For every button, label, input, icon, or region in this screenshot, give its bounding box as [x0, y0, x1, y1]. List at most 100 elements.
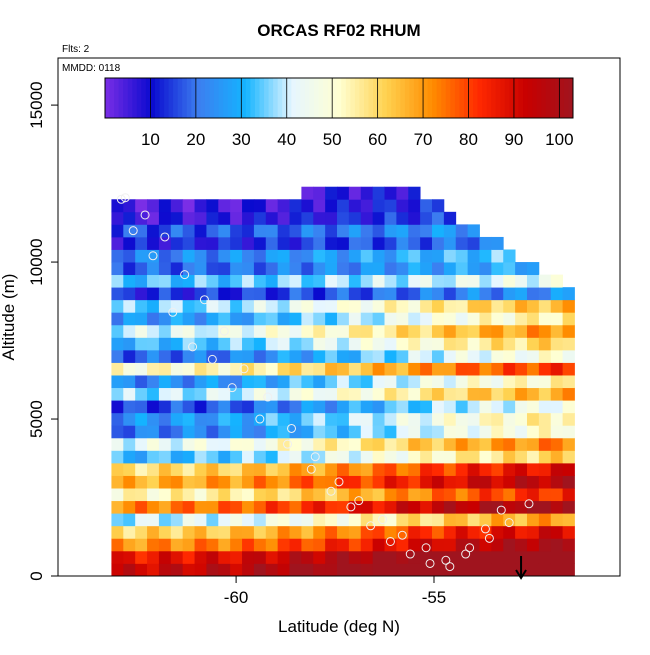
heatmap-cell [277, 324, 290, 338]
heatmap-cell [562, 337, 575, 351]
heatmap-cell [384, 362, 397, 376]
heatmap-cell [396, 412, 409, 426]
colorbar-frame [104, 77, 574, 119]
heatmap-cell [123, 199, 136, 213]
heatmap-cell [265, 538, 279, 552]
heatmap-cell [443, 312, 457, 326]
colorbar-segment [468, 78, 474, 118]
heatmap-cell [242, 224, 255, 238]
heatmap-cell [194, 312, 207, 326]
heatmap-cell [491, 462, 504, 476]
heatmap-cell [491, 412, 504, 426]
heatmap-cell [467, 462, 480, 476]
heatmap-cell [432, 211, 445, 225]
heatmap-cell [325, 475, 338, 489]
heatmap-cell [147, 324, 160, 338]
heatmap-cell [325, 236, 338, 250]
heatmap-cell [372, 400, 385, 414]
heatmap-cell [384, 513, 397, 527]
heatmap-cell [206, 299, 219, 313]
heatmap-cell [170, 362, 184, 376]
heatmap-cell [479, 274, 492, 288]
heatmap-cell [111, 563, 124, 577]
heatmap-cell [538, 437, 552, 451]
heatmap-cell [277, 450, 290, 464]
heatmap-cell [194, 337, 207, 351]
colorbar-segment [532, 78, 538, 118]
heatmap-cell [384, 337, 397, 351]
heatmap-cell [230, 211, 243, 225]
heatmap-cell [301, 425, 314, 439]
heatmap-cell [538, 375, 552, 389]
heatmap-cell [550, 425, 564, 439]
heatmap-cell [348, 475, 362, 489]
heatmap-cell [360, 437, 374, 451]
heatmap-cell [158, 450, 172, 464]
heatmap-cell [360, 400, 374, 414]
heatmap-cell [253, 224, 267, 238]
heatmap-cell [420, 538, 433, 552]
heatmap-cell [550, 450, 564, 464]
heatmap-cell [289, 525, 302, 539]
heatmap-cell [253, 550, 267, 564]
heatmap-cell [550, 324, 564, 338]
colorbar-segment [523, 78, 529, 118]
heatmap-cell [253, 425, 267, 439]
heatmap-cell [111, 287, 124, 301]
heatmap-cell [396, 387, 409, 401]
heatmap-cell [289, 236, 302, 250]
heatmap-cell [408, 462, 421, 476]
colorbar-segment [268, 78, 274, 118]
heatmap-cell [443, 211, 457, 225]
heatmap-cell [348, 211, 362, 225]
heatmap-cell [135, 525, 148, 539]
heatmap-cell [348, 513, 362, 527]
heatmap-cell [372, 287, 385, 301]
heatmap-cell [111, 375, 124, 389]
heatmap-cell [408, 550, 421, 564]
heatmap-cell [515, 525, 528, 539]
heatmap-cell [503, 488, 516, 502]
heatmap-cell [301, 437, 314, 451]
heatmap-cell [147, 299, 160, 313]
colorbar-segment [132, 78, 138, 118]
heatmap-cell [550, 287, 564, 301]
heatmap-cell [325, 400, 338, 414]
heatmap-cell [313, 437, 326, 451]
heatmap-cell [230, 475, 243, 489]
heatmap-cell [289, 550, 302, 564]
heatmap-cell [123, 538, 136, 552]
flight-point [148, 251, 158, 261]
heatmap-cell [135, 425, 148, 439]
colorbar-segment [186, 78, 192, 118]
heatmap-cell [337, 211, 350, 225]
flight-point [160, 232, 170, 242]
heatmap-cell [396, 312, 409, 326]
heatmap-cell [348, 262, 362, 276]
heatmap-cell [230, 425, 243, 439]
heatmap-cell [491, 538, 504, 552]
heatmap-cell [277, 550, 290, 564]
heatmap-cell [230, 236, 243, 250]
heatmap-cell [325, 462, 338, 476]
heatmap-cell [135, 437, 148, 451]
colorbar-segment [363, 78, 370, 118]
heatmap-cell [218, 563, 231, 577]
heatmap-cell [467, 312, 480, 326]
heatmap-cell [265, 199, 279, 213]
heatmap-cell [265, 274, 279, 288]
heatmap-cell [277, 274, 290, 288]
heatmap-cell [372, 186, 385, 200]
heatmap-cell [432, 312, 445, 326]
flight-point [120, 193, 130, 203]
heatmap-cell [206, 262, 219, 276]
heatmap-cell [158, 249, 172, 263]
heatmap-cell [301, 312, 314, 326]
heatmap-cell [218, 525, 231, 539]
heatmap-cell [432, 513, 445, 527]
heatmap-cell [230, 550, 243, 564]
heatmap-cell [123, 324, 136, 338]
heatmap-cell [396, 337, 409, 351]
heatmap-cell [111, 312, 124, 326]
x-tick-label: -55 [422, 588, 447, 607]
